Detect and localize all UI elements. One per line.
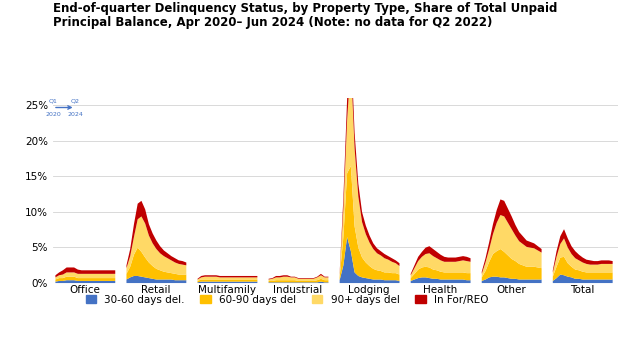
Text: © MBA 2024: © MBA 2024	[248, 330, 302, 339]
Text: Q1: Q1	[49, 98, 57, 103]
Text: MBA.: MBA.	[499, 322, 584, 349]
Text: 2024: 2024	[67, 112, 84, 118]
Legend: 30-60 days del., 60-90 days del, 90+ days del, In For/REO: 30-60 days del., 60-90 days del, 90+ day…	[82, 291, 492, 309]
Text: End-of-quarter Delinquency Status, by Property Type, Share of Total Unpaid: End-of-quarter Delinquency Status, by Pr…	[53, 2, 557, 15]
Text: Q2: Q2	[71, 98, 80, 103]
Text: Principal Balance, Apr 2020– Jun 2024 (Note: no data for Q2 2022): Principal Balance, Apr 2020– Jun 2024 (N…	[53, 16, 492, 29]
Text: Source: MBA: Source: MBA	[9, 330, 62, 339]
Text: 5: 5	[321, 329, 328, 339]
Text: 2020: 2020	[45, 112, 61, 118]
